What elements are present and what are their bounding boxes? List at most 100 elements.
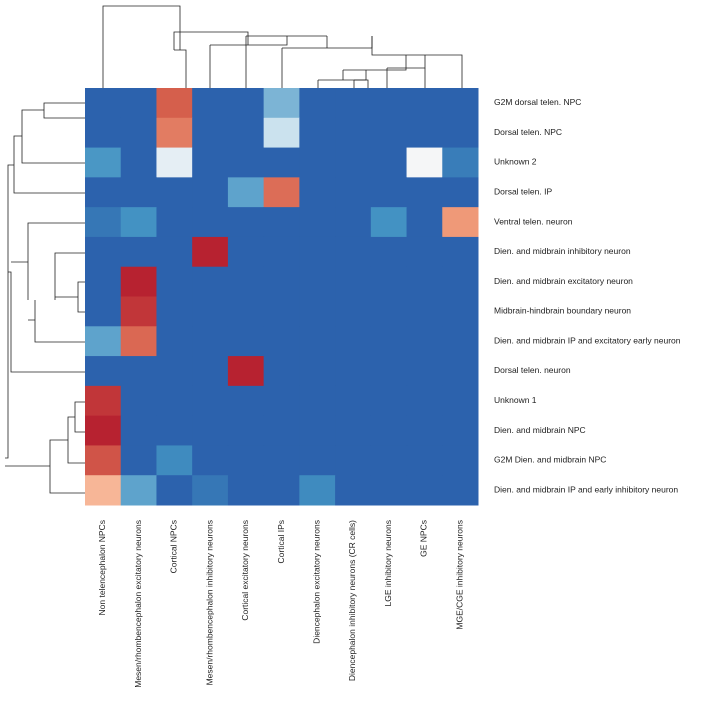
row-label: Dien. and midbrain IP and excitatory ear… <box>494 335 681 345</box>
cell <box>406 88 443 119</box>
cell <box>442 356 479 387</box>
cell <box>299 177 336 208</box>
cell <box>263 296 300 327</box>
cell <box>120 385 157 417</box>
cell <box>299 266 336 297</box>
cell <box>335 147 372 178</box>
cell <box>227 117 265 149</box>
cell <box>192 356 229 387</box>
cell <box>370 207 408 238</box>
row-label: G2M dorsal telen. NPC <box>494 97 581 107</box>
cell <box>335 475 372 506</box>
cell <box>335 385 372 417</box>
cell <box>442 326 479 357</box>
cell <box>156 88 193 119</box>
cell <box>120 207 157 238</box>
cell <box>335 326 372 357</box>
cell <box>370 385 408 417</box>
row-label: Dien. and midbrain excitatory neuron <box>494 276 633 286</box>
column-label: MGE/CGE inhibitory neurons <box>454 520 464 630</box>
row-label: Dien. and midbrain IP and early inhibito… <box>494 484 678 494</box>
cell <box>263 117 300 149</box>
cell <box>370 117 408 149</box>
cell <box>263 356 300 387</box>
cell <box>120 415 157 446</box>
cell <box>227 88 265 119</box>
cell <box>192 236 229 268</box>
cell <box>406 326 443 357</box>
cell <box>335 296 372 327</box>
cell <box>227 356 265 387</box>
cell <box>263 207 300 238</box>
cell <box>85 147 122 178</box>
cell <box>263 385 300 417</box>
cell <box>156 177 193 208</box>
cell <box>406 266 443 297</box>
cell <box>227 326 265 357</box>
cell <box>370 236 408 268</box>
cell <box>85 475 122 506</box>
cell <box>370 415 408 446</box>
cell <box>156 207 193 238</box>
cell <box>406 445 443 476</box>
cell <box>120 356 157 387</box>
row-label: Dorsal telen. NPC <box>494 127 562 137</box>
cell <box>227 415 265 446</box>
cell <box>192 117 229 149</box>
cell <box>192 177 229 208</box>
cell <box>227 385 265 417</box>
cell <box>120 177 157 208</box>
cell <box>263 266 300 297</box>
cell <box>442 177 479 208</box>
cell <box>192 147 229 178</box>
cell <box>370 296 408 327</box>
cell <box>370 88 408 119</box>
cell <box>85 415 122 446</box>
cell <box>370 326 408 357</box>
cell <box>370 445 408 476</box>
cell <box>120 296 157 327</box>
cell <box>263 475 300 506</box>
cell <box>406 117 443 149</box>
cell <box>442 236 479 268</box>
cell <box>156 415 193 446</box>
cell <box>156 147 193 178</box>
cell <box>406 415 443 446</box>
cell <box>85 356 122 387</box>
cell <box>335 207 372 238</box>
cell <box>263 147 300 178</box>
row-label: Unknown 2 <box>494 157 537 167</box>
cell <box>370 177 408 208</box>
cell <box>85 207 122 238</box>
column-label: Diencephalon inhibitory neurons (CR cell… <box>347 520 357 681</box>
cell <box>263 445 300 476</box>
cell <box>299 207 336 238</box>
cell <box>335 236 372 268</box>
column-dendrogram <box>102 5 463 88</box>
cell <box>263 88 300 119</box>
cell <box>442 445 479 476</box>
row-label: Dien. and midbrain NPC <box>494 425 586 435</box>
cell <box>156 475 193 506</box>
row-label: Unknown 1 <box>494 395 537 405</box>
row-label: G2M Dien. and midbrain NPC <box>494 455 606 465</box>
cell <box>442 475 479 506</box>
row-dendrogram <box>5 102 85 494</box>
cell <box>85 177 122 208</box>
cell <box>192 415 229 446</box>
cell <box>120 266 157 297</box>
cell <box>370 356 408 387</box>
cell <box>442 415 479 446</box>
cell <box>156 236 193 268</box>
cell <box>263 177 300 208</box>
cell <box>406 236 443 268</box>
cell <box>299 147 336 178</box>
cell <box>335 177 372 208</box>
cell <box>406 207 443 238</box>
cell <box>442 207 479 238</box>
column-label: Cortical excitatory neurons <box>240 520 250 621</box>
cell <box>442 117 479 149</box>
cell <box>227 147 265 178</box>
cell <box>156 385 193 417</box>
cell <box>335 88 372 119</box>
